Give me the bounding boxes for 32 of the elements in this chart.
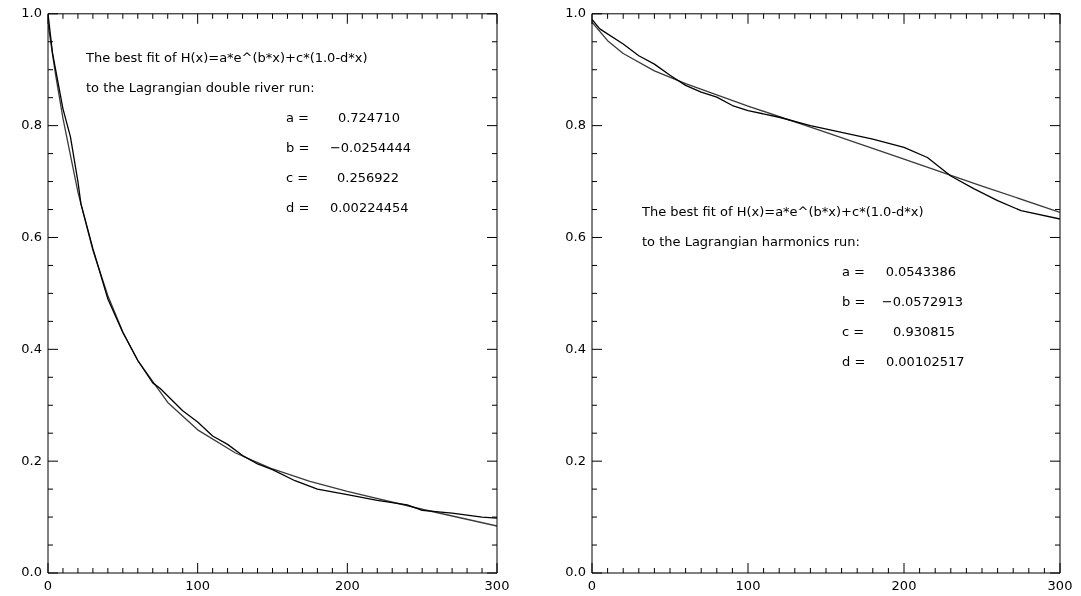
annotation: d = 0.00224454 [286,199,409,217]
x-tick-label: 300 [1047,578,1073,594]
annotation: The best fit of H(x)=a*e^(b*x)+c*(1.0-d*x) [642,203,924,221]
x-tick-label: 300 [484,578,510,594]
y-tick-label: 1.0 [21,5,42,21]
annotation: c = 0.930815 [842,323,956,341]
annotation: c = 0.256922 [286,169,400,187]
annotation: b = −0.0254444 [286,139,412,157]
y-tick-label: 0.2 [565,452,586,468]
annotation: to the Lagrangian double river run: [86,79,315,97]
y-tick-label: 0.8 [21,117,42,133]
x-tick-label: 200 [891,578,917,594]
x-tick-label: 0 [43,578,53,594]
y-tick-label: 0.4 [21,340,42,356]
annotation: b = −0.0572913 [842,293,963,311]
annotation: to the Lagrangian harmonics run: [642,233,860,251]
y-tick-label: 0.8 [565,117,586,133]
y-tick-label: 0.2 [21,452,42,468]
annotation: a = 0.0543386 [842,263,956,281]
y-tick-label: 0.6 [21,228,42,244]
y-tick-label: 0.0 [565,564,586,580]
x-tick-label: 0 [587,578,597,594]
y-tick-label: 0.6 [565,228,586,244]
y-tick-label: 1.0 [565,5,586,21]
x-tick-label: 100 [735,578,761,594]
annotation: a = 0.724710 [286,109,400,127]
y-tick-label: 0.0 [21,564,42,580]
annotation: The best fit of H(x)=a*e^(b*x)+c*(1.0-d*x) [86,49,368,67]
annotation: d = 0.00102517 [842,353,965,371]
x-tick-label: 200 [334,578,360,594]
y-tick-label: 0.4 [565,340,586,356]
x-tick-label: 100 [185,578,211,594]
